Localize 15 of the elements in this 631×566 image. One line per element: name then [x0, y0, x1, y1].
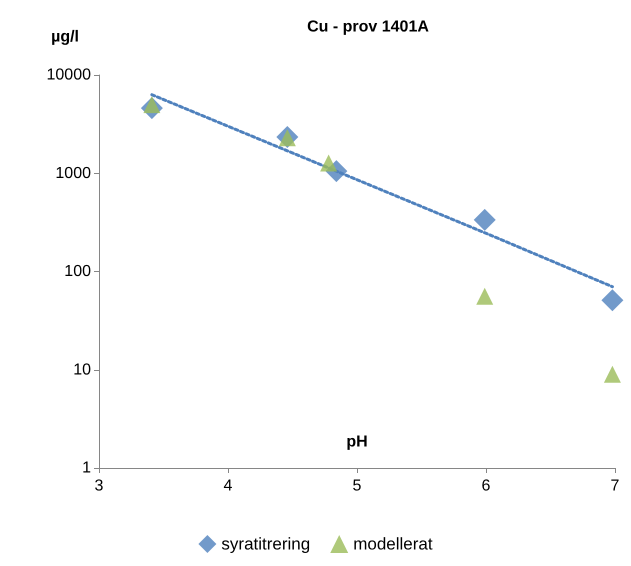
y-tick-label: 10000	[46, 66, 92, 84]
y-tick-label: 1	[82, 460, 92, 476]
x-tick-label: 4	[224, 478, 233, 494]
y-tick-label: 100	[64, 263, 92, 280]
y-tick-label: 1000	[55, 164, 92, 182]
chart-title: Cu - prov 1401A	[307, 18, 430, 36]
y-axis-title: µg/l	[51, 28, 79, 46]
x-tick-label: 5	[352, 478, 362, 494]
legend-label: modellerat	[353, 534, 433, 554]
x-tick-label: 7	[610, 478, 620, 494]
x-tick-label: 3	[94, 478, 104, 494]
x-tick-label: 6	[482, 478, 491, 494]
y-tick-label: 10	[73, 361, 92, 378]
legend-label: syratitrering	[221, 534, 310, 554]
x-axis-title: pH	[346, 434, 368, 450]
